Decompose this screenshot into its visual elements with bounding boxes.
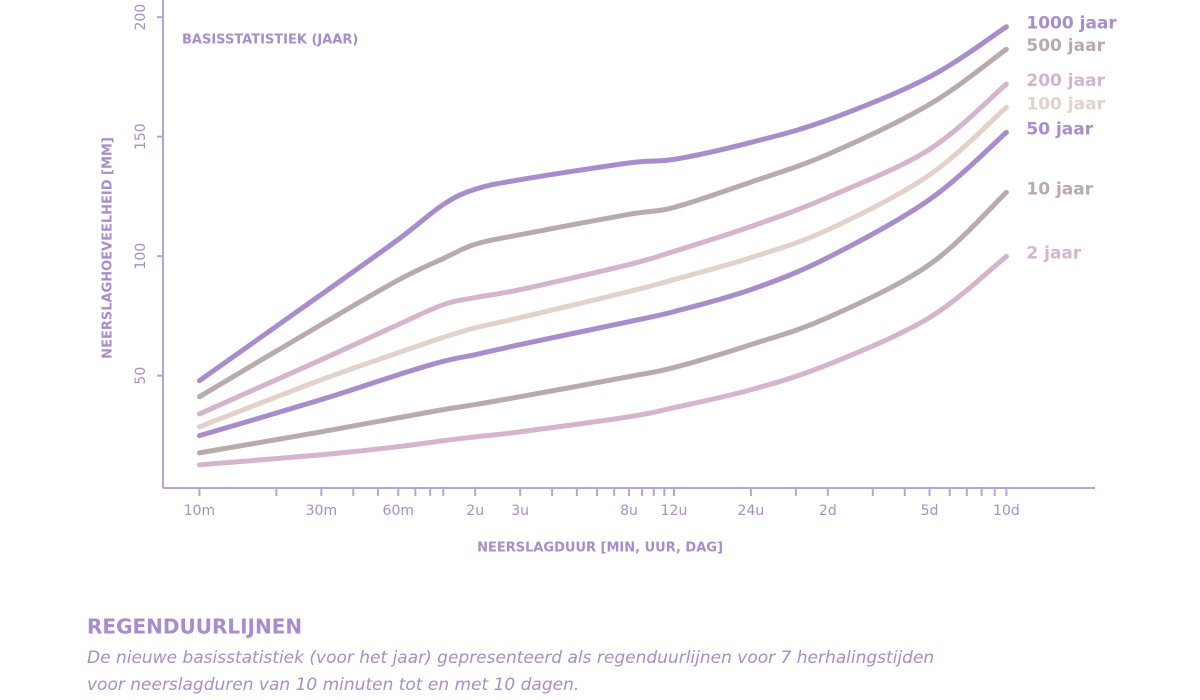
annotation: BASISSTATISTIEK (JAAR) [182, 33, 358, 48]
x-tick-label: 10d [993, 503, 1020, 519]
y-tick-label: 150 [133, 123, 149, 150]
series-line [196, 189, 1009, 456]
y-tick-label: 100 [133, 243, 149, 270]
legend-label: 500 jaar [1026, 36, 1105, 56]
x-tick-label: 2d [819, 503, 837, 519]
series-line [196, 129, 1009, 439]
series-line [196, 46, 1009, 400]
y-tick-label: 200 [133, 4, 149, 31]
x-tick-label: 5d [921, 503, 939, 519]
legend-label: 100 jaar [1026, 94, 1105, 114]
legend-label: 200 jaar [1026, 71, 1105, 91]
x-tick-label: 60m [383, 503, 414, 519]
caption-line: De nieuwe basisstatistiek (voor het jaar… [87, 648, 934, 668]
y-axis-label: NEERSLAGHOEVEELHEID [MM] [101, 137, 116, 359]
x-tick-label: 2u [466, 503, 484, 519]
legend-label: 1000 jaar [1026, 14, 1117, 34]
legend-label: 2 jaar [1026, 243, 1082, 263]
series-line [196, 104, 1009, 430]
x-tick-label: 8u [620, 503, 638, 519]
x-tick-label: 30m [306, 503, 337, 519]
x-tick-label: 10m [184, 503, 215, 519]
caption-heading: REGENDUURLIJNEN [87, 615, 302, 639]
x-tick-label: 3u [511, 503, 529, 519]
x-tick-label: 12u [661, 503, 688, 519]
y-tick-label: 50 [133, 367, 149, 385]
series-line [196, 81, 1009, 417]
legend-label: 10 jaar [1026, 179, 1093, 199]
x-tick-label: 24u [738, 503, 765, 519]
series-line [196, 24, 1009, 384]
legend-label: 50 jaar [1026, 119, 1093, 139]
series-line [196, 253, 1009, 468]
x-axis-label: NEERSLAGDUUR [MIN, UUR, DAG] [477, 541, 723, 556]
caption-line: voor neerslagduren van 10 minuten tot en… [87, 675, 579, 695]
